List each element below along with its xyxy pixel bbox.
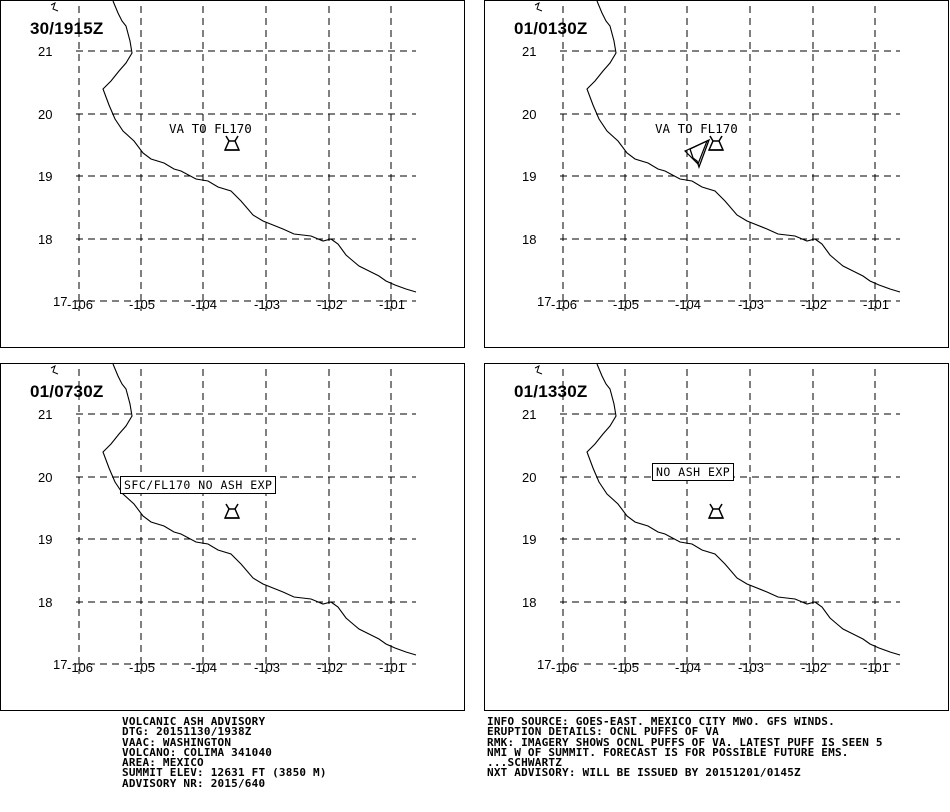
lon-label: -105 [613, 297, 639, 312]
forecast-label: VA TO FL170 [169, 121, 252, 136]
lon-label: -102 [317, 660, 343, 675]
lon-label: -104 [191, 660, 217, 675]
lat-label: 21 [522, 44, 536, 59]
volcano-icon [707, 135, 725, 151]
lat-label: 17 [53, 657, 67, 672]
lon-label: -104 [675, 297, 701, 312]
corner-mark [534, 365, 543, 375]
lon-label: -106 [551, 297, 577, 312]
lat-label: 20 [522, 107, 536, 122]
lon-label: -105 [613, 660, 639, 675]
lat-label: 20 [38, 107, 52, 122]
map-canvas-2: 21 20 19 18 17 -106 -105 -104 -103 -102 -101 VA TO … [522, 1, 901, 312]
advisory-line: ERUPTION DETAILS: OCNL PUFFS OF VA [487, 725, 719, 739]
lon-label: -106 [551, 660, 577, 675]
panel-time-4: 01/1330Z [514, 382, 588, 401]
lat-label: 18 [38, 232, 52, 247]
lon-label: -104 [191, 297, 217, 312]
map-canvas-1: 21 20 19 18 17 -106 -105 -104 -103 -102 -101 VA TO … [38, 1, 417, 312]
lat-label: 17 [537, 294, 551, 309]
lat-label: 20 [38, 470, 52, 485]
lat-label: 17 [53, 294, 67, 309]
advisory-line: VAAC: WASHINGTON [122, 735, 232, 749]
advisory-line: INFO SOURCE: GOES-EAST. MEXICO CITY MWO.… [487, 715, 835, 728]
panel-time-3: 01/0730Z [30, 382, 104, 401]
advisory-info-right: INFO SOURCE: GOES-EAST. MEXICO CITY MWO.… [487, 715, 883, 780]
map-canvas-3: 21 20 19 18 17 -106 -105 -104 -103 -102 -101 [38, 364, 417, 675]
coastline [586, 1, 901, 293]
corner-mark [50, 2, 59, 12]
lon-label: -102 [801, 297, 827, 312]
volcano-icon [223, 503, 241, 519]
lat-label: 20 [522, 470, 536, 485]
map-panel-1: 21 20 19 18 17 -106 -105 -104 -103 -102 -101 VA TO … [0, 0, 465, 348]
advisory-line: DTG: 20151130/1938Z [122, 725, 252, 739]
lon-label: -101 [863, 297, 889, 312]
lat-label: 18 [522, 232, 536, 247]
map-panel-2: 21 20 19 18 17 -106 -105 -104 -103 -102 -101 VA TO … [484, 0, 949, 348]
corner-mark [534, 2, 543, 12]
lon-label: -105 [129, 660, 155, 675]
lat-label: 17 [537, 657, 551, 672]
lon-label: -101 [379, 297, 405, 312]
lon-label: -101 [379, 660, 405, 675]
lat-label: 19 [522, 532, 536, 547]
lat-label: 19 [522, 169, 536, 184]
coastline [102, 364, 417, 656]
advisory-line: ADVISORY NR: 2015/640 [122, 776, 266, 790]
panel-time-1: 30/1915Z [30, 19, 104, 38]
advisory-line: VOLCANO: COLIMA 341040 [122, 745, 273, 759]
forecast-label-4: NO ASH EXP [652, 463, 735, 481]
lon-label: -104 [675, 660, 701, 675]
advisory-line: SUMMIT ELEV: 12631 FT (3850 M) [122, 766, 327, 780]
lat-label: 18 [522, 595, 536, 610]
lon-label: -101 [863, 660, 889, 675]
lat-label: 18 [38, 595, 52, 610]
lon-label: -106 [67, 297, 93, 312]
forecast-label-3: SFC/FL170 NO ASH EXP [120, 476, 277, 494]
advisory-line: AREA: MEXICO [122, 756, 204, 770]
map-panel-3: 21 20 19 18 17 -106 -105 -104 -103 -102 -101 01/07… [0, 363, 465, 711]
lon-label: -103 [738, 297, 764, 312]
volcano-icon [223, 135, 241, 151]
volcano-icon [707, 503, 725, 519]
forecast-label: VA TO FL170 [655, 121, 738, 136]
lat-label: 21 [522, 407, 536, 422]
panel-time-2: 01/0130Z [514, 19, 588, 38]
lon-label: -106 [67, 660, 93, 675]
lat-label: 21 [38, 407, 52, 422]
lon-label: -105 [129, 297, 155, 312]
lat-label: 19 [38, 532, 52, 547]
lon-label: -103 [254, 297, 280, 312]
advisory-line: NXT ADVISORY: WILL BE ISSUED BY 20151201… [487, 766, 801, 780]
map-panel-4: 21 20 19 18 17 -106 -105 -104 -103 -102 -101 01/13… [484, 363, 949, 711]
advisory-info-left: VOLCANIC ASH ADVISORY DTG: 20151130/1938… [122, 715, 327, 790]
advisory-line: VOLCANIC ASH ADVISORY [122, 715, 266, 728]
advisory-line: NMI W OF SUMMIT. FORECAST IS FOR POSSIBL… [487, 745, 849, 759]
lat-label: 21 [38, 44, 52, 59]
ash-cloud-outline [683, 139, 709, 166]
coastline [102, 1, 417, 293]
coastline [586, 364, 901, 656]
lon-label: -103 [254, 660, 280, 675]
lon-label: -102 [317, 297, 343, 312]
map-canvas-4: 21 20 19 18 17 -106 -105 -104 -103 -102 -101 [522, 364, 901, 675]
advisory-line: RMK: IMAGERY SHOWS OCNL PUFFS OF VA. LAT… [487, 735, 883, 749]
advisory-line: ...SCHWARTZ [487, 756, 563, 770]
lon-label: -103 [738, 660, 764, 675]
corner-mark [50, 365, 59, 375]
lat-label: 19 [38, 169, 52, 184]
lon-label: -102 [801, 660, 827, 675]
